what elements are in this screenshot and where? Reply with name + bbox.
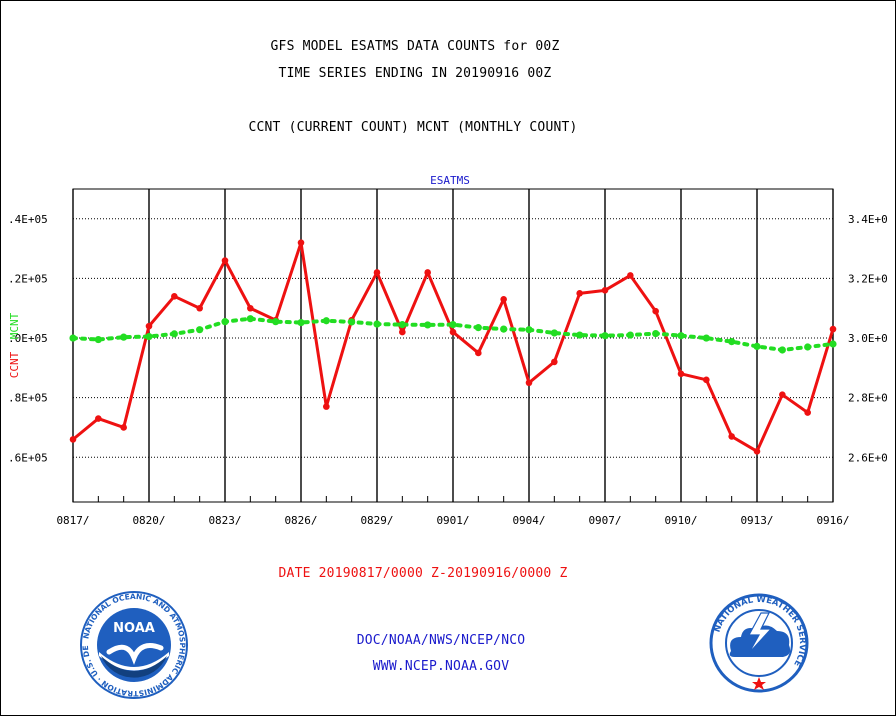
y-axis-label-mcnt: MCNT <box>8 312 21 339</box>
mcnt-data-point <box>398 321 406 329</box>
ccnt-data-point <box>753 448 761 455</box>
y-left-tick-label: .8E+05 <box>8 392 48 405</box>
ccnt-data-point <box>323 403 330 410</box>
ccnt-data-point <box>297 239 305 246</box>
y-right-tick-label: 3.2E+0 <box>848 272 888 285</box>
x-tick-label: 0913/ <box>740 514 773 527</box>
mcnt-data-point <box>652 329 660 338</box>
ccnt-data-point <box>601 287 609 294</box>
mcnt-data-point <box>69 334 77 342</box>
mcnt-data-point <box>778 346 786 354</box>
ccnt-data-point <box>500 295 507 303</box>
y-right-tick-label: 3.4E+0 <box>848 213 888 226</box>
ccnt-data-point <box>652 307 659 315</box>
y-right-tick-label: 2.6E+0 <box>848 451 888 464</box>
mcnt-data-point <box>576 331 584 339</box>
mcnt-data-point <box>500 325 508 333</box>
ccnt-data-point <box>829 325 837 333</box>
mcnt-data-point <box>221 318 229 326</box>
mcnt-data-point <box>322 317 330 325</box>
ccnt-data-point <box>449 328 457 336</box>
nws-logo: NATIONAL WEATHER SERVICE <box>709 593 809 693</box>
ccnt-data-point <box>69 436 77 443</box>
mcnt-data-point <box>550 329 558 337</box>
mcnt-data-point <box>753 342 761 350</box>
ccnt-data-point <box>120 424 127 431</box>
mcnt-data-point <box>474 324 482 332</box>
x-tick-label: 0826/ <box>284 514 317 527</box>
x-tick-label: 0916/ <box>816 514 849 527</box>
ccnt-data-point <box>728 433 735 440</box>
mcnt-data-point <box>348 318 356 326</box>
ccnt-data-point <box>424 269 431 276</box>
y-right-tick-label: 3.0E+0 <box>848 332 888 345</box>
x-tick-label: 0820/ <box>132 514 165 527</box>
mcnt-data-point <box>804 343 812 351</box>
mcnt-data-point <box>94 335 102 344</box>
org-line-1: DOC/NOAA/NWS/NCEP/NCO <box>356 633 526 648</box>
y-left-tick-label: .0E+05 <box>8 332 48 345</box>
x-tick-label: 0910/ <box>664 514 697 527</box>
ccnt-data-point <box>95 415 102 422</box>
ccnt-data-point <box>171 293 178 300</box>
ccnt-data-point <box>703 376 710 384</box>
mcnt-data-point <box>449 321 457 329</box>
ccnt-data-point <box>196 304 203 312</box>
ccnt-data-point <box>399 328 406 336</box>
ccnt-data-point <box>475 349 482 357</box>
chart-title-line1: GFS MODEL ESATMS DATA COUNTS for 00Z <box>270 39 560 54</box>
mcnt-data-point <box>829 340 837 348</box>
ccnt-data-point <box>373 269 381 276</box>
noaa-logo: NATIONAL OCEANIC AND ATMOSPHERIC ADMINIS… <box>79 590 188 699</box>
ccnt-data-point <box>247 304 254 312</box>
x-tick-label: 0829/ <box>360 514 393 527</box>
chart-title-line2: TIME SERIES ENDING IN 20190916 00Z <box>278 66 552 81</box>
x-tick-label: 0907/ <box>588 514 621 527</box>
y-left-tick-label: .2E+05 <box>8 272 48 285</box>
ccnt-data-point <box>779 391 786 398</box>
mcnt-data-point <box>626 331 634 339</box>
mcnt-data-point <box>145 332 153 341</box>
x-tick-label: 0823/ <box>208 514 241 527</box>
svg-text:NOAA: NOAA <box>113 621 155 636</box>
x-tick-label: 0901/ <box>436 514 469 527</box>
mcnt-data-point <box>120 333 128 341</box>
mcnt-data-point <box>677 332 685 340</box>
ccnt-data-point <box>551 358 558 366</box>
mcnt-data-point <box>525 326 533 334</box>
ccnt-data-point <box>627 272 634 279</box>
mcnt-data-point <box>728 338 736 346</box>
x-tick-label: 0817/ <box>56 514 89 527</box>
mcnt-data-point <box>196 326 204 334</box>
chart-subtitle: CCNT (CURRENT COUNT) MCNT (MONTHLY COUNT… <box>248 120 578 135</box>
chart-inner-title: ESATMS <box>430 174 470 187</box>
x-tick-label: 0904/ <box>512 514 545 527</box>
ccnt-data-point <box>804 409 811 416</box>
mcnt-data-point <box>373 320 381 328</box>
mcnt-data-point <box>297 318 305 327</box>
y-right-tick-label: 2.8E+0 <box>848 392 888 405</box>
y-axis-label-ccnt: CCNT <box>8 351 21 378</box>
y-left-tick-label: .6E+05 <box>8 451 48 464</box>
ccnt-data-point <box>221 257 229 264</box>
date-range-label: DATE 20190817/0000 Z-20190916/0000 Z <box>278 566 568 581</box>
ccnt-data-point <box>145 322 153 330</box>
ccnt-data-point <box>677 370 685 378</box>
y-left-tick-label: .4E+05 <box>8 213 48 226</box>
ccnt-data-point <box>525 379 533 387</box>
mcnt-data-point <box>424 321 432 329</box>
org-line-2: WWW.NCEP.NOAA.GOV <box>372 659 510 674</box>
ccnt-data-point <box>576 290 583 297</box>
mcnt-data-point <box>170 330 178 338</box>
mcnt-data-point <box>246 315 254 323</box>
mcnt-data-point <box>601 332 609 340</box>
mcnt-data-point <box>702 334 710 342</box>
mcnt-data-point <box>272 318 280 326</box>
